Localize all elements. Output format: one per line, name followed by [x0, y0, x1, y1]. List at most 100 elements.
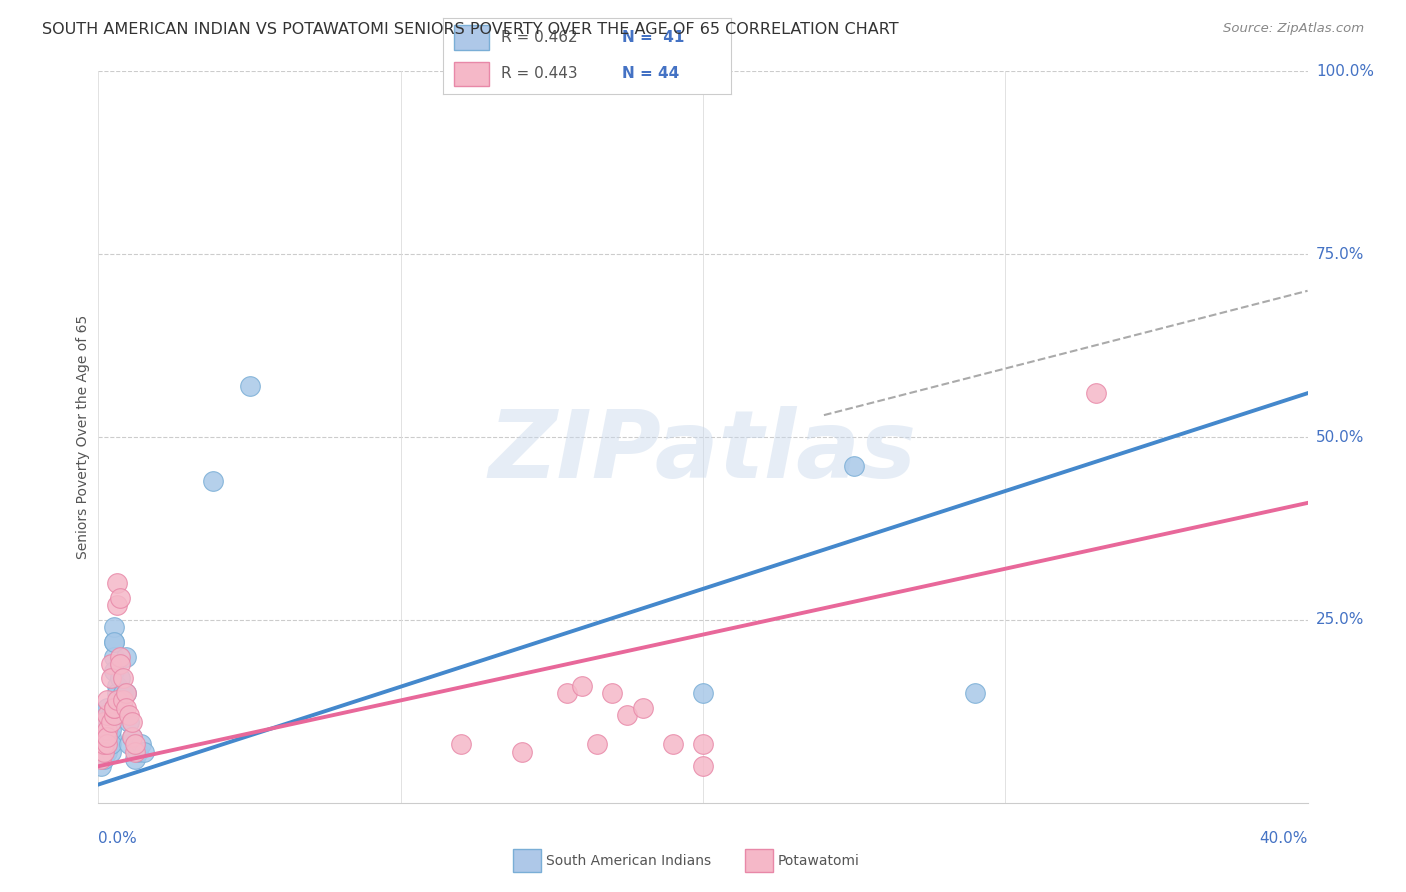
Point	[111, 686, 134, 700]
Point	[571, 679, 593, 693]
Point	[103, 664, 125, 678]
Text: R = 0.443: R = 0.443	[501, 66, 576, 81]
Point	[111, 672, 134, 686]
Text: 0.0%: 0.0%	[98, 830, 138, 846]
Text: 100.0%: 100.0%	[1316, 64, 1374, 78]
Point	[661, 737, 683, 751]
Point	[93, 715, 115, 730]
Text: 25.0%: 25.0%	[1316, 613, 1364, 627]
Point	[100, 737, 122, 751]
Point	[121, 715, 143, 730]
Point	[631, 700, 654, 714]
Point	[96, 730, 118, 744]
Point	[124, 745, 146, 759]
Point	[96, 708, 118, 723]
Point	[100, 672, 122, 686]
Text: 50.0%: 50.0%	[1316, 430, 1364, 444]
Point	[103, 635, 125, 649]
Point	[96, 723, 118, 737]
Point	[103, 700, 125, 714]
Text: ZIPatlas: ZIPatlas	[489, 406, 917, 498]
Point	[118, 708, 141, 723]
Point	[105, 599, 128, 613]
Point	[103, 635, 125, 649]
FancyBboxPatch shape	[454, 62, 489, 87]
Point	[111, 700, 134, 714]
Text: SOUTH AMERICAN INDIAN VS POTAWATOMI SENIORS POVERTY OVER THE AGE OF 65 CORRELATI: SOUTH AMERICAN INDIAN VS POTAWATOMI SENI…	[42, 22, 898, 37]
Point	[90, 737, 112, 751]
Point	[114, 686, 136, 700]
Point	[129, 737, 152, 751]
FancyBboxPatch shape	[454, 26, 489, 50]
Point	[100, 723, 122, 737]
Point	[510, 745, 533, 759]
Point	[602, 686, 624, 700]
Point	[121, 730, 143, 744]
Point	[121, 730, 143, 744]
Point	[93, 737, 115, 751]
Point	[103, 700, 125, 714]
Point	[118, 715, 141, 730]
Point	[100, 708, 122, 723]
Point	[127, 745, 149, 759]
Y-axis label: Seniors Poverty Over the Age of 65: Seniors Poverty Over the Age of 65	[76, 315, 90, 559]
Point	[93, 737, 115, 751]
Point	[105, 576, 128, 591]
Point	[93, 730, 115, 744]
Text: South American Indians: South American Indians	[546, 854, 710, 868]
Point	[555, 686, 578, 700]
Point	[90, 745, 112, 759]
Point	[90, 752, 112, 766]
Point	[844, 459, 866, 474]
Point	[96, 745, 118, 759]
Point	[96, 693, 118, 707]
Text: 75.0%: 75.0%	[1316, 247, 1364, 261]
Point	[108, 649, 131, 664]
Point	[108, 657, 131, 671]
Point	[132, 745, 155, 759]
Point	[616, 708, 638, 723]
Point	[103, 620, 125, 634]
Point	[93, 752, 115, 766]
Point	[692, 759, 714, 773]
Point	[103, 649, 125, 664]
Point	[965, 686, 987, 700]
Point	[108, 672, 131, 686]
Point	[96, 737, 118, 751]
Point	[114, 700, 136, 714]
Point	[93, 723, 115, 737]
Point	[96, 715, 118, 730]
Point	[103, 708, 125, 723]
Point	[100, 745, 122, 759]
Point	[114, 649, 136, 664]
Text: Source: ZipAtlas.com: Source: ZipAtlas.com	[1223, 22, 1364, 36]
Point	[105, 679, 128, 693]
Point	[96, 730, 118, 744]
Text: 40.0%: 40.0%	[1260, 830, 1308, 846]
Point	[105, 686, 128, 700]
Point	[93, 745, 115, 759]
Point	[124, 752, 146, 766]
Text: R = 0.462: R = 0.462	[501, 30, 576, 45]
Point	[108, 693, 131, 707]
Point	[100, 657, 122, 671]
Point	[96, 737, 118, 751]
Point	[114, 686, 136, 700]
Text: N =  41: N = 41	[621, 30, 683, 45]
Point	[111, 693, 134, 707]
Text: N = 44: N = 44	[621, 66, 679, 81]
Point	[90, 759, 112, 773]
Point	[96, 700, 118, 714]
Point	[124, 737, 146, 751]
Point	[1085, 386, 1108, 401]
Point	[202, 474, 225, 488]
Point	[93, 708, 115, 723]
Point	[100, 730, 122, 744]
Point	[118, 737, 141, 751]
Point	[108, 591, 131, 605]
Point	[105, 693, 128, 707]
Point	[586, 737, 609, 751]
Point	[692, 686, 714, 700]
Point	[239, 379, 262, 393]
Point	[450, 737, 472, 751]
